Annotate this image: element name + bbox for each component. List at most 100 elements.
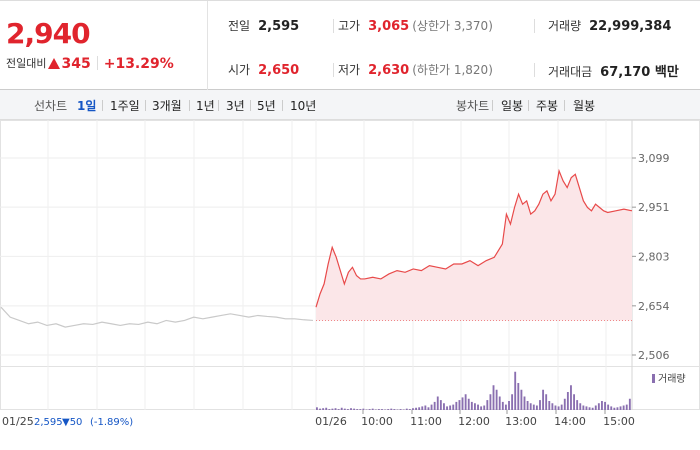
tab-weekly-candle[interactable]: 주봉 [536, 99, 559, 113]
volume-bar [501, 401, 504, 410]
time-label: 12:00 [458, 415, 490, 428]
volume-bar [520, 389, 523, 410]
volume-bar [557, 406, 560, 410]
volume-bar [604, 401, 606, 410]
tab-10years[interactable]: 10년 [290, 99, 317, 113]
prev-day-line [0, 306, 314, 328]
prev-day-change: ▼50 [62, 417, 82, 428]
prev-day-date: 01/25 [2, 415, 34, 428]
high-label: 고가 [338, 19, 361, 33]
volume-bar [393, 409, 396, 410]
volume-bar [563, 398, 566, 410]
prev-close-label: 전일 [228, 19, 251, 33]
volume-bar [526, 401, 529, 410]
divider [282, 100, 283, 111]
tab-5years[interactable]: 5년 [257, 99, 276, 113]
current-price: 2,940 [6, 17, 91, 50]
tab-3months[interactable]: 3개월 [152, 99, 182, 113]
volume-bar [508, 401, 510, 410]
trade-amount-stat: 거래대금 67,170 백만 [548, 61, 679, 80]
volume-bar [545, 394, 548, 410]
volume-panel-border [0, 366, 700, 410]
tab-3years[interactable]: 3년 [226, 99, 245, 113]
divider [218, 100, 219, 111]
tab-1week[interactable]: 1주일 [110, 99, 140, 113]
volume-bar [607, 404, 610, 410]
volume-bar [576, 400, 579, 410]
high-stat: 고가 3,065 (상한가 3,370) [338, 17, 493, 34]
divider [534, 63, 535, 77]
volume-bar [353, 408, 356, 410]
time-label: 11:00 [410, 415, 442, 428]
volume-bar [390, 408, 393, 410]
upper-limit: (상한가 3,370) [412, 19, 493, 33]
volume-bar [334, 408, 337, 410]
tab-1day[interactable]: 1일 [77, 99, 97, 113]
volume-bar [585, 406, 588, 410]
divider [333, 63, 334, 77]
volume-bar [483, 405, 486, 410]
volume-bar [331, 408, 334, 410]
volume-bar [511, 394, 514, 410]
volume-bar [356, 409, 359, 410]
volume-bar [436, 396, 439, 410]
candle-chart-label: 봉차트 [456, 99, 490, 113]
volume-bar [532, 404, 535, 410]
volume-label: 거래량 [548, 19, 582, 33]
volume-bar [616, 407, 619, 410]
tab-1year[interactable]: 1년 [196, 99, 215, 113]
volume-bar [492, 385, 495, 410]
diff-label: 전일대비 [6, 57, 47, 70]
tab-monthly-candle[interactable]: 월봉 [573, 99, 596, 113]
volume-bar [424, 405, 427, 410]
volume-bar [405, 408, 408, 410]
volume-bar [408, 409, 411, 410]
volume-bar [591, 407, 594, 410]
volume-bar [495, 389, 498, 410]
open-stat: 시가 2,650 [228, 61, 299, 78]
volume-bar [566, 392, 569, 410]
divider [333, 19, 334, 33]
volume-bar [588, 407, 591, 410]
volume-bar [412, 408, 414, 410]
volume-bar [523, 396, 526, 410]
volume-bar [350, 408, 352, 410]
today-series [315, 168, 633, 321]
diff-value: 345 [61, 56, 91, 72]
price-axis: 3,099 2,951 2,803 2,654 2,506 [632, 152, 670, 362]
volume-bar [449, 405, 452, 410]
prev-day-close: 2,595 [34, 417, 63, 428]
price-tick-label: 2,951 [638, 201, 670, 214]
time-label: 13:00 [505, 415, 537, 428]
lower-limit: (하한가 1,820) [412, 63, 493, 77]
volume-bar [340, 407, 343, 410]
price-tick-label: 2,506 [638, 349, 670, 362]
volume-bar [464, 394, 467, 410]
divider [250, 100, 251, 111]
volume-bar [427, 407, 430, 410]
volume-bar [579, 403, 582, 410]
volume-bar [597, 403, 600, 410]
volume-bar [319, 408, 321, 410]
volume-bar [415, 407, 417, 410]
volume-bar [582, 405, 585, 410]
tab-daily-candle[interactable]: 일봉 [501, 99, 524, 113]
volume-bar [498, 396, 501, 410]
volume-legend: 거래량 [652, 373, 686, 385]
volume-bar [474, 403, 476, 410]
diff-rate: +13.29% [103, 56, 174, 72]
volume-bar [418, 407, 421, 410]
divider [102, 100, 103, 111]
volume-bar [446, 406, 448, 410]
divider [528, 100, 529, 111]
volume-bar [443, 403, 445, 410]
volume-bar [433, 401, 436, 410]
volume-bar [480, 406, 483, 410]
prev-day-info: 01/25 2,595 ▼50 (-1.89%) [2, 415, 133, 428]
price-tick-label: 2,654 [638, 300, 670, 313]
volume-bar [421, 406, 424, 410]
volume-bar [362, 408, 365, 410]
volume-bar [458, 400, 461, 410]
price-chart[interactable]: 3,099 2,951 2,803 2,654 2,506 01/26 10:00 11:0… [0, 120, 700, 450]
divider [96, 56, 98, 70]
